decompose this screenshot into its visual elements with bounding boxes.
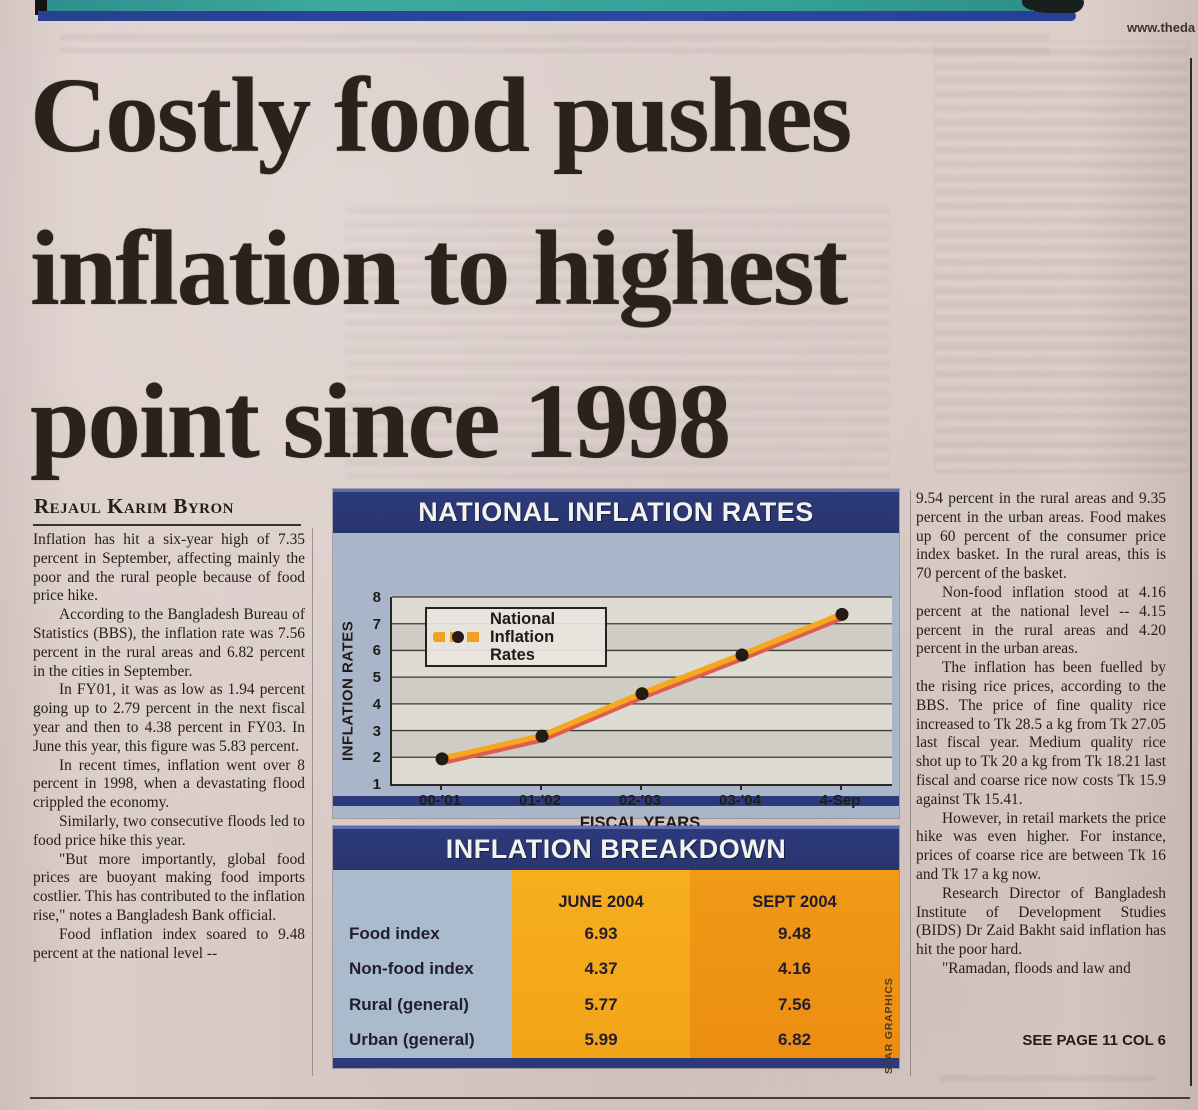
table-value-cell: 4.16	[777, 959, 812, 979]
table-value-cell: 6.82	[777, 1030, 812, 1050]
graphics-credit: STAR GRAPHICS	[883, 977, 895, 1075]
bottom-rule	[30, 1097, 1190, 1099]
article-paragraph: Non-food inflation stood at 4.16 percent…	[916, 583, 1166, 658]
table-row-label: Food index	[349, 923, 440, 943]
headline: Costly food pushes inflation to highest …	[30, 40, 1175, 499]
national-inflation-rates-chart: NATIONAL INFLATION RATES INFLATION RATES…	[333, 489, 899, 832]
column-rule	[312, 528, 313, 1076]
x-tick-label: 4-Sep	[790, 784, 890, 810]
y-tick-label: 8	[372, 589, 381, 606]
article-paragraph: 9.54 percent in the rural areas and 9.35…	[916, 490, 1166, 583]
page-edge-rule	[1190, 58, 1192, 1086]
chart-footer-bar	[333, 796, 899, 806]
x-axis-tick-labels: 00-'01 01-'02 02-'03 03-'04 4-Sep	[390, 784, 890, 810]
table-sept-column: SEPT 2004 9.48 4.16 7.56 6.82	[690, 870, 899, 1058]
article-paragraph: Similarly, two consecutive floods led to…	[33, 812, 305, 849]
masthead-blue-stripe	[38, 11, 1076, 21]
continuation-note: SEE PAGE 11 COL 6	[1022, 1032, 1166, 1049]
table-corner-cell	[333, 870, 512, 916]
y-axis-tick-labels: 1 2 3 4 5 6 7 8	[361, 589, 385, 793]
table-value-cell: 5.99	[584, 1030, 618, 1050]
column-rule	[910, 490, 911, 1076]
table-column-header: JUNE 2004	[558, 893, 644, 911]
y-tick-label: 5	[372, 669, 381, 687]
table-column-header: SEPT 2004	[752, 893, 837, 911]
table-value-cell: 7.56	[777, 994, 812, 1014]
x-tick-label: 01-'02	[490, 784, 590, 810]
table-row-label: Non-food index	[349, 959, 474, 979]
table-title: INFLATION BREAKDOWN	[333, 826, 899, 870]
legend-series-label: National Inflation Rates	[490, 610, 556, 664]
y-tick-label: 2	[372, 749, 381, 767]
byline: Rejaul Karim Byron	[34, 494, 235, 518]
chart-title: NATIONAL INFLATION RATES	[333, 489, 899, 533]
article-left-column: Inflation has hit a six-year high of 7.3…	[33, 531, 305, 963]
article-paragraph: According to the Bangladesh Bureau of St…	[33, 606, 305, 680]
article-paragraph: Food inflation index soared to 9.48 perc…	[33, 925, 305, 962]
article-paragraph: Inflation has hit a six-year high of 7.3…	[33, 531, 305, 605]
article-paragraph: Research Director of Bangladesh Institut…	[916, 884, 1166, 959]
y-tick-label: 7	[372, 615, 381, 633]
headline-line-1: Costly food pushes	[30, 57, 852, 175]
article-paragraph: In recent times, inflation went over 8 p…	[33, 756, 305, 812]
y-tick-label: 4	[372, 695, 381, 713]
y-tick-label: 3	[372, 722, 381, 740]
x-tick-label: 03-'04	[690, 784, 790, 810]
bleed-through-text	[940, 1068, 1155, 1088]
table-value-cell: 5.77	[584, 994, 618, 1014]
article-paragraph: "But more importantly, global food price…	[33, 850, 305, 924]
byline-rule	[33, 524, 301, 526]
website-url-text: www.theda	[1127, 20, 1196, 35]
headline-line-3: point since 1998	[30, 363, 731, 481]
article-right-column: 9.54 percent in the rural areas and 9.35…	[916, 490, 1166, 979]
table-value-cell: 4.37	[584, 959, 618, 979]
table-row-label: Urban (general)	[349, 1030, 475, 1050]
table-row-label: Rural (general)	[349, 994, 469, 1014]
x-tick-label: 02-'03	[590, 784, 690, 810]
article-paragraph: However, in retail markets the price hik…	[916, 809, 1166, 883]
y-axis-title: INFLATION RATES	[339, 620, 357, 761]
chart-plot-area: National Inflation Rates	[390, 596, 892, 786]
chart-body: INFLATION RATES 1 2 3 4 5 6 7 8 National Inflat…	[333, 533, 899, 832]
table-body: Food index Non-food index Rural (general…	[333, 870, 899, 1074]
x-tick-label: 00-'01	[390, 784, 490, 810]
article-paragraph: The inflation has been fuelled by the ri…	[916, 659, 1166, 808]
chart-legend: National Inflation Rates	[425, 607, 607, 667]
y-tick-label: 6	[372, 642, 381, 660]
masthead-end-shape	[1022, 0, 1084, 13]
table-value-cell: 9.48	[777, 923, 812, 943]
table-footer-bar	[333, 1058, 899, 1068]
table-june-column: JUNE 2004 6.93 4.37 5.77 5.99	[512, 870, 690, 1058]
inflation-breakdown-table: INFLATION BREAKDOWN Food index Non-food …	[333, 826, 899, 1074]
article-paragraph: In FY01, it was as low as 1.94 percent g…	[33, 681, 305, 755]
legend-line-sample	[433, 631, 483, 643]
table-labels-column: Food index Non-food index Rural (general…	[333, 870, 512, 1058]
table-value-cell: 6.93	[584, 923, 618, 943]
headline-line-2: inflation to highest	[30, 210, 848, 328]
article-paragraph: "Ramadan, floods and law and	[942, 959, 1131, 977]
y-tick-label: 1	[372, 776, 381, 793]
masthead-teal-bar	[47, 0, 1032, 12]
